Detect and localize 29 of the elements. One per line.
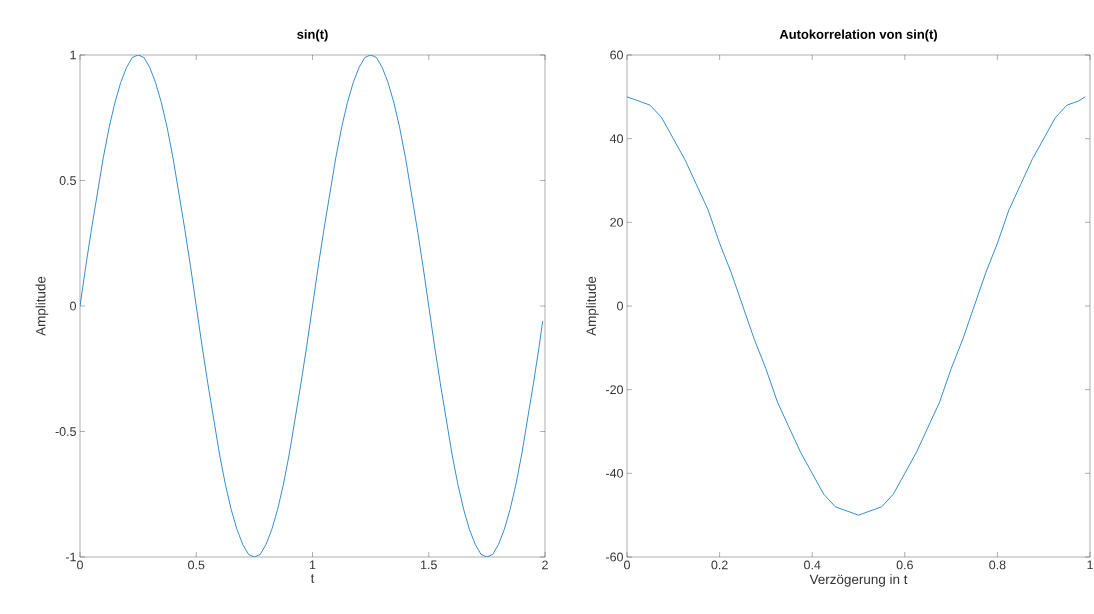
x-tick-label: 0.4 [804,560,821,570]
x-tick-label: 0.6 [896,560,913,570]
x-tick-label: 0 [77,560,83,570]
x-tick-label: 1 [1087,560,1093,570]
y-tick-label: 60 [610,50,623,60]
x-axis-title: Verzögerung in t [809,574,908,587]
y-tick-label: 1 [70,50,76,60]
y-tick-label: -20 [606,385,623,395]
x-tick-label: 0.8 [989,560,1006,570]
y-tick-label: -0.5 [55,427,76,436]
y-tick-label: 20 [610,217,623,227]
y-axis-title: Amplitude [35,276,49,336]
x-tick-label: 1.5 [421,560,437,570]
y-tick-label: -60 [606,552,623,562]
y-tick-label: 0.5 [59,176,76,185]
x-tick-label: 0.5 [188,560,205,570]
x-tick-label: 1 [309,560,316,570]
y-tick-label: -1 [65,552,76,562]
y-tick-label: 40 [609,134,623,144]
y-tick-label: -40 [606,468,623,478]
x-axis-title: t [310,574,315,583]
x-tick-label: 0.2 [711,560,728,570]
x-tick-label: 2 [542,560,548,570]
y-axis-title: Amplitude [586,276,599,336]
x-tick-label: 0 [624,560,630,570]
y-tick-label: 0 [617,301,623,311]
chart-title: Autokorrelation von sin(t) [779,29,938,42]
chart-title: sin(t) [297,29,328,42]
y-tick-label: 0 [70,301,76,311]
